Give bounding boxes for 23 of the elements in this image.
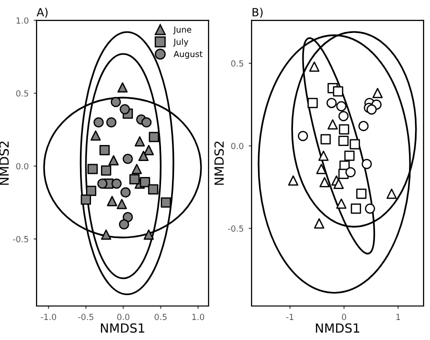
x-tick-label: -0.5 <box>78 314 94 320</box>
x-tick-label: 0.0 <box>117 314 130 320</box>
x-tick-label: -1.0 <box>40 314 56 320</box>
x-tick-label: 1.0 <box>192 314 204 320</box>
y-tick-label: 0.5 <box>231 60 244 67</box>
x-tick-label: 0.5 <box>154 314 167 320</box>
legend-label: July <box>173 38 188 47</box>
legend-label: August <box>174 50 203 59</box>
chart-title: B) <box>252 8 263 18</box>
y-axis-title: NMDS2 <box>214 142 224 185</box>
y-tick-label: -0.5 <box>228 225 244 232</box>
x-tick-label: -1 <box>286 314 294 320</box>
y-tick-label: 0.0 <box>16 163 28 170</box>
x-tick-label: 1 <box>396 314 400 320</box>
y-tick-label: 1.0 <box>16 17 28 24</box>
x-tick-label: 0 <box>342 314 346 320</box>
x-axis-title: NMDS1 <box>100 323 144 333</box>
y-tick-label: -0.5 <box>13 236 28 242</box>
y-tick-label: 0.0 <box>231 142 244 150</box>
y-tick-label: 0.5 <box>16 90 28 97</box>
chart-title: A) <box>36 8 48 18</box>
legend-label: June <box>173 26 192 34</box>
x-axis-title: NMDS1 <box>316 323 360 333</box>
